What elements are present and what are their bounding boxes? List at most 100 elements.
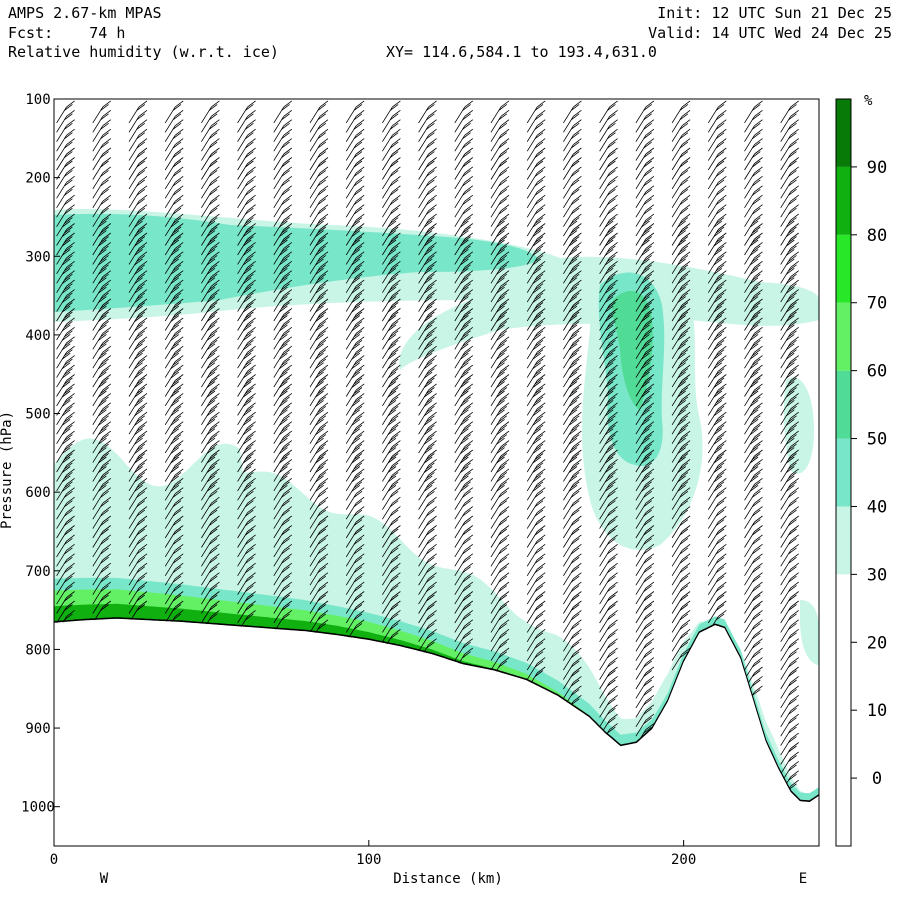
wind-barb-staff — [201, 172, 212, 190]
wind-barb-flag — [100, 264, 109, 272]
wind-barb-flag — [283, 421, 293, 429]
wind-barb-flag — [351, 315, 361, 322]
wind-barb-flag — [462, 207, 471, 215]
wind-barb-flag — [715, 330, 725, 338]
wind-barb-flag — [645, 525, 655, 532]
wind-barb-flag — [64, 415, 73, 423]
wind-barb-flag — [788, 132, 797, 140]
wind-barb-flag — [645, 647, 655, 655]
wind-barb-flag — [353, 339, 363, 347]
wind-barb-staff — [744, 531, 755, 548]
wind-barb-flag — [136, 547, 146, 555]
wind-barb-flag — [715, 368, 725, 375]
wind-barb-flag — [353, 613, 363, 621]
wind-barb-flag — [573, 506, 582, 513]
wind-barb-flag — [534, 462, 544, 470]
wind-barb-staff — [345, 106, 357, 124]
wind-barb-staff — [382, 427, 393, 444]
wind-barb-flag — [573, 393, 582, 400]
wind-barb-flag — [532, 286, 542, 294]
wind-barb-flag — [645, 543, 655, 551]
wind-barb-flag — [536, 308, 546, 315]
wind-barb-flag — [679, 122, 689, 130]
wind-barb-flag — [643, 339, 652, 347]
wind-barb-flag — [353, 122, 363, 130]
wind-barb-flag — [389, 236, 399, 243]
wind-barb-flag — [464, 119, 474, 127]
wind-barb-flag — [98, 258, 107, 266]
wind-barb-flag — [790, 657, 799, 664]
wind-barb-flag — [428, 109, 437, 117]
wind-barb-flag — [317, 396, 327, 404]
wind-barb-flag — [211, 270, 220, 278]
wind-barb-flag — [677, 305, 686, 313]
wind-barb-flag — [607, 311, 616, 319]
wind-barb-flag — [496, 249, 505, 256]
wind-barb-staff — [780, 389, 792, 407]
wind-barb-staff — [744, 380, 755, 397]
wind-barb-flag — [464, 506, 474, 513]
wind-barb-staff — [671, 248, 683, 265]
wind-barb-flag — [247, 260, 256, 268]
wind-barb-staff — [309, 323, 321, 341]
wind-barb-flag — [245, 556, 254, 564]
wind-barb-staff — [780, 144, 792, 161]
wind-barb-flag — [645, 694, 655, 702]
wind-barb-flag — [570, 575, 580, 583]
wind-barb-flag — [317, 339, 327, 347]
wind-barb-flag — [174, 270, 184, 278]
wind-barb-staff — [237, 144, 248, 161]
wind-barb-flag — [715, 245, 725, 253]
wind-barb-staff — [599, 672, 610, 690]
wind-barb-flag — [609, 421, 618, 429]
wind-barb-flag — [423, 230, 433, 237]
wind-barb-flag — [206, 362, 216, 370]
wind-barb-flag — [138, 506, 148, 513]
wind-barb-flag — [351, 400, 361, 407]
wind-barb-staff — [707, 333, 719, 350]
wind-barb-flag — [573, 138, 582, 145]
wind-barb-flag — [570, 585, 580, 592]
wind-barb-staff — [345, 370, 357, 388]
wind-barb-flag — [281, 226, 290, 234]
wind-barb-flag — [138, 591, 148, 598]
wind-barb-flag — [752, 434, 761, 441]
wind-barb-flag — [464, 204, 474, 212]
wind-barb-flag — [392, 449, 401, 457]
wind-barb-flag — [389, 632, 399, 640]
wind-barb-staff — [490, 493, 502, 510]
wind-barb-flag — [536, 270, 546, 278]
wind-barb-flag — [170, 447, 180, 454]
wind-barb-flag — [534, 500, 544, 508]
wind-barb-flag — [170, 239, 180, 247]
wind-barb-staff — [382, 370, 393, 388]
wind-barb-flag — [462, 377, 471, 385]
wind-barb-flag — [247, 374, 256, 381]
wind-barb-staff — [345, 351, 357, 369]
wind-barb-flag — [281, 472, 290, 479]
wind-barb-flag — [532, 220, 542, 228]
wind-barb-flag — [98, 249, 107, 256]
wind-barb-flag — [279, 437, 288, 445]
wind-barb-staff — [563, 191, 574, 209]
wind-barb-staff — [490, 446, 502, 463]
wind-barb-flag — [536, 109, 546, 117]
wind-barb-flag — [715, 179, 725, 187]
wind-barb-staff — [382, 210, 393, 227]
wind-barb-staff — [237, 285, 248, 303]
wind-barb-flag — [206, 343, 216, 351]
wind-barb-flag — [609, 279, 618, 287]
wind-barb-staff — [707, 465, 719, 482]
wind-barb-flag — [609, 647, 618, 655]
wind-barb-flag — [138, 600, 148, 608]
wind-barb-staff — [490, 342, 502, 360]
wind-barb-flag — [607, 443, 616, 451]
wind-barb-flag — [426, 500, 435, 508]
wind-barb-staff — [599, 144, 610, 161]
wind-barb-flag — [283, 449, 293, 457]
wind-barb-flag — [315, 475, 324, 483]
wind-barb-flag — [786, 447, 795, 454]
wind-barb-flag — [536, 242, 546, 249]
wind-barb-staff — [671, 568, 683, 586]
wind-barb-flag — [643, 349, 652, 357]
